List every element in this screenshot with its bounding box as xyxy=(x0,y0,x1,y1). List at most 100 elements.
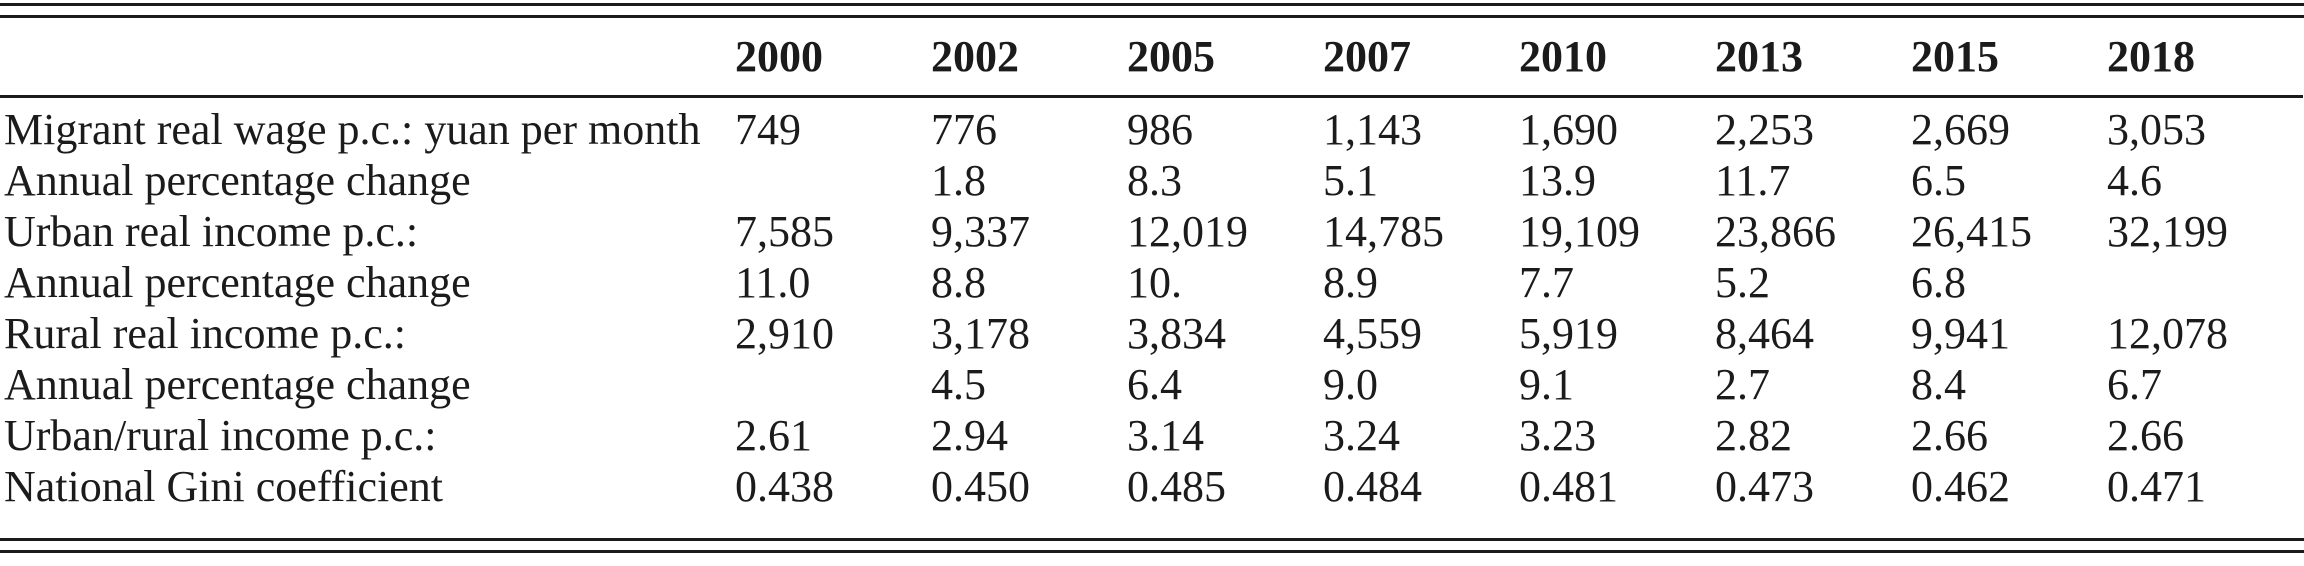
corner-header xyxy=(0,18,735,98)
year-header: 2018 xyxy=(2107,18,2303,98)
value-cell: 11.7 xyxy=(1715,156,1791,205)
value-cell xyxy=(735,155,931,206)
value-cell: 6.7 xyxy=(2107,360,2162,409)
value-cell: 0.481 xyxy=(1519,462,1618,511)
value-cell: 2,910 xyxy=(735,309,834,358)
value-cell: 986 xyxy=(1127,105,1193,154)
value-cell: 5.1 xyxy=(1323,156,1378,205)
value-cell: 0.450 xyxy=(931,462,1030,511)
value-cell: 12,019 xyxy=(1127,207,1248,256)
year-header: 2000 xyxy=(735,18,931,98)
rule-line xyxy=(0,15,2304,18)
table-row: Rural real income p.c.: 2,910 3,178 3,834 4,… xyxy=(0,308,2303,359)
table-row: Migrant real wage p.c.: yuan per month 74… xyxy=(0,97,2303,156)
row-label: Annual percentage change xyxy=(4,156,471,205)
value-cell: 8.9 xyxy=(1323,258,1378,307)
value-cell: 8,464 xyxy=(1715,309,1814,358)
table-row: Urban real income p.c.: 7,585 9,337 12,019 1… xyxy=(0,206,2303,257)
row-label: Urban real income p.c.: xyxy=(4,207,419,256)
value-cell: 7.7 xyxy=(1519,258,1574,307)
table-row: Annual percentage change 1.8 8.3 5.1 13.9 11.… xyxy=(0,155,2303,206)
value-cell: 1,690 xyxy=(1519,105,1618,154)
value-cell: 0.473 xyxy=(1715,462,1814,511)
row-label: Urban/rural income p.c.: xyxy=(4,411,437,460)
value-cell: 8.4 xyxy=(1911,360,1966,409)
value-cell: 2.66 xyxy=(1911,411,1988,460)
value-cell: 0.471 xyxy=(2107,462,2206,511)
rule-gap xyxy=(0,541,2304,550)
value-cell: 8.3 xyxy=(1127,156,1182,205)
value-cell: 14,785 xyxy=(1323,207,1444,256)
bottom-spacer xyxy=(0,512,2304,538)
value-cell: 6.5 xyxy=(1911,156,1966,205)
value-cell: 3,053 xyxy=(2107,105,2206,154)
value-cell: 9.1 xyxy=(1519,360,1574,409)
value-cell: 6.4 xyxy=(1127,360,1182,409)
value-cell: 32,199 xyxy=(2107,207,2228,256)
top-double-rule xyxy=(0,3,2304,18)
table-row: Annual percentage change 11.0 8.8 10. 8.9 7.7… xyxy=(0,257,2303,308)
value-cell: 9,337 xyxy=(931,207,1030,256)
row-label: Annual percentage change xyxy=(4,360,471,409)
year-header: 2010 xyxy=(1519,18,1715,98)
value-cell: 1,143 xyxy=(1323,105,1422,154)
value-cell: 23,866 xyxy=(1715,207,1836,256)
value-cell: 13.9 xyxy=(1519,156,1596,205)
value-cell: 3.14 xyxy=(1127,411,1204,460)
rule-gap xyxy=(0,6,2304,15)
data-table: 2000 2002 2005 2007 2010 2013 2015 2018 Migrant… xyxy=(0,18,2303,512)
value-cell: 6.8 xyxy=(1911,258,1966,307)
rule-line xyxy=(0,550,2304,553)
value-cell: 0.484 xyxy=(1323,462,1422,511)
row-label: Rural real income p.c.: xyxy=(4,309,406,358)
value-cell: 1.8 xyxy=(931,156,986,205)
value-cell: 749 xyxy=(735,105,801,154)
value-cell: 12,078 xyxy=(2107,309,2228,358)
value-cell: 5,919 xyxy=(1519,309,1618,358)
value-cell: 0.438 xyxy=(735,462,834,511)
value-cell: 26,415 xyxy=(1911,207,2032,256)
value-cell: 3.23 xyxy=(1519,411,1596,460)
value-cell: 2,253 xyxy=(1715,105,1814,154)
bottom-double-rule xyxy=(0,538,2304,553)
value-cell: 5.2 xyxy=(1715,258,1770,307)
value-cell: 3.24 xyxy=(1323,411,1400,460)
value-cell: 4,559 xyxy=(1323,309,1422,358)
value-cell: 0.485 xyxy=(1127,462,1226,511)
value-cell: 2.7 xyxy=(1715,360,1770,409)
year-header: 2015 xyxy=(1911,18,2107,98)
row-label: Annual percentage change xyxy=(4,258,471,307)
table-body: Migrant real wage p.c.: yuan per month 74… xyxy=(0,97,2303,513)
rule-line xyxy=(0,538,2304,541)
value-cell: 8.8 xyxy=(931,258,986,307)
value-cell: 9.0 xyxy=(1323,360,1378,409)
value-cell: 2.94 xyxy=(931,411,1008,460)
value-cell: 776 xyxy=(931,105,997,154)
row-label: National Gini coefficient xyxy=(4,462,444,511)
value-cell: 4.6 xyxy=(2107,156,2162,205)
rule-line xyxy=(0,3,2304,6)
value-cell: 19,109 xyxy=(1519,207,1640,256)
value-cell: 10. xyxy=(1127,258,1182,307)
value-cell: 3,834 xyxy=(1127,309,1226,358)
value-cell: 3,178 xyxy=(931,309,1030,358)
value-cell: 4.5 xyxy=(931,360,986,409)
table-row: Annual percentage change 4.5 6.4 9.0 9.1 2.7 8… xyxy=(0,359,2303,410)
value-cell: 2,669 xyxy=(1911,105,2010,154)
year-header: 2007 xyxy=(1323,18,1519,98)
value-cell xyxy=(2107,257,2303,308)
year-header: 2002 xyxy=(931,18,1127,98)
value-cell: 9,941 xyxy=(1911,309,2010,358)
value-cell: 2.61 xyxy=(735,411,812,460)
year-header: 2013 xyxy=(1715,18,1911,98)
value-cell xyxy=(735,359,931,410)
value-cell: 0.462 xyxy=(1911,462,2010,511)
row-label: Migrant real wage p.c.: yuan per month xyxy=(4,105,701,154)
value-cell: 11.0 xyxy=(735,258,811,307)
value-cell: 2.66 xyxy=(2107,411,2184,460)
header-row: 2000 2002 2005 2007 2010 2013 2015 2018 xyxy=(0,18,2303,98)
table-row: Urban/rural income p.c.: 2.61 2.94 3.14 3.24… xyxy=(0,410,2303,461)
value-cell: 2.82 xyxy=(1715,411,1792,460)
value-cell: 7,585 xyxy=(735,207,834,256)
